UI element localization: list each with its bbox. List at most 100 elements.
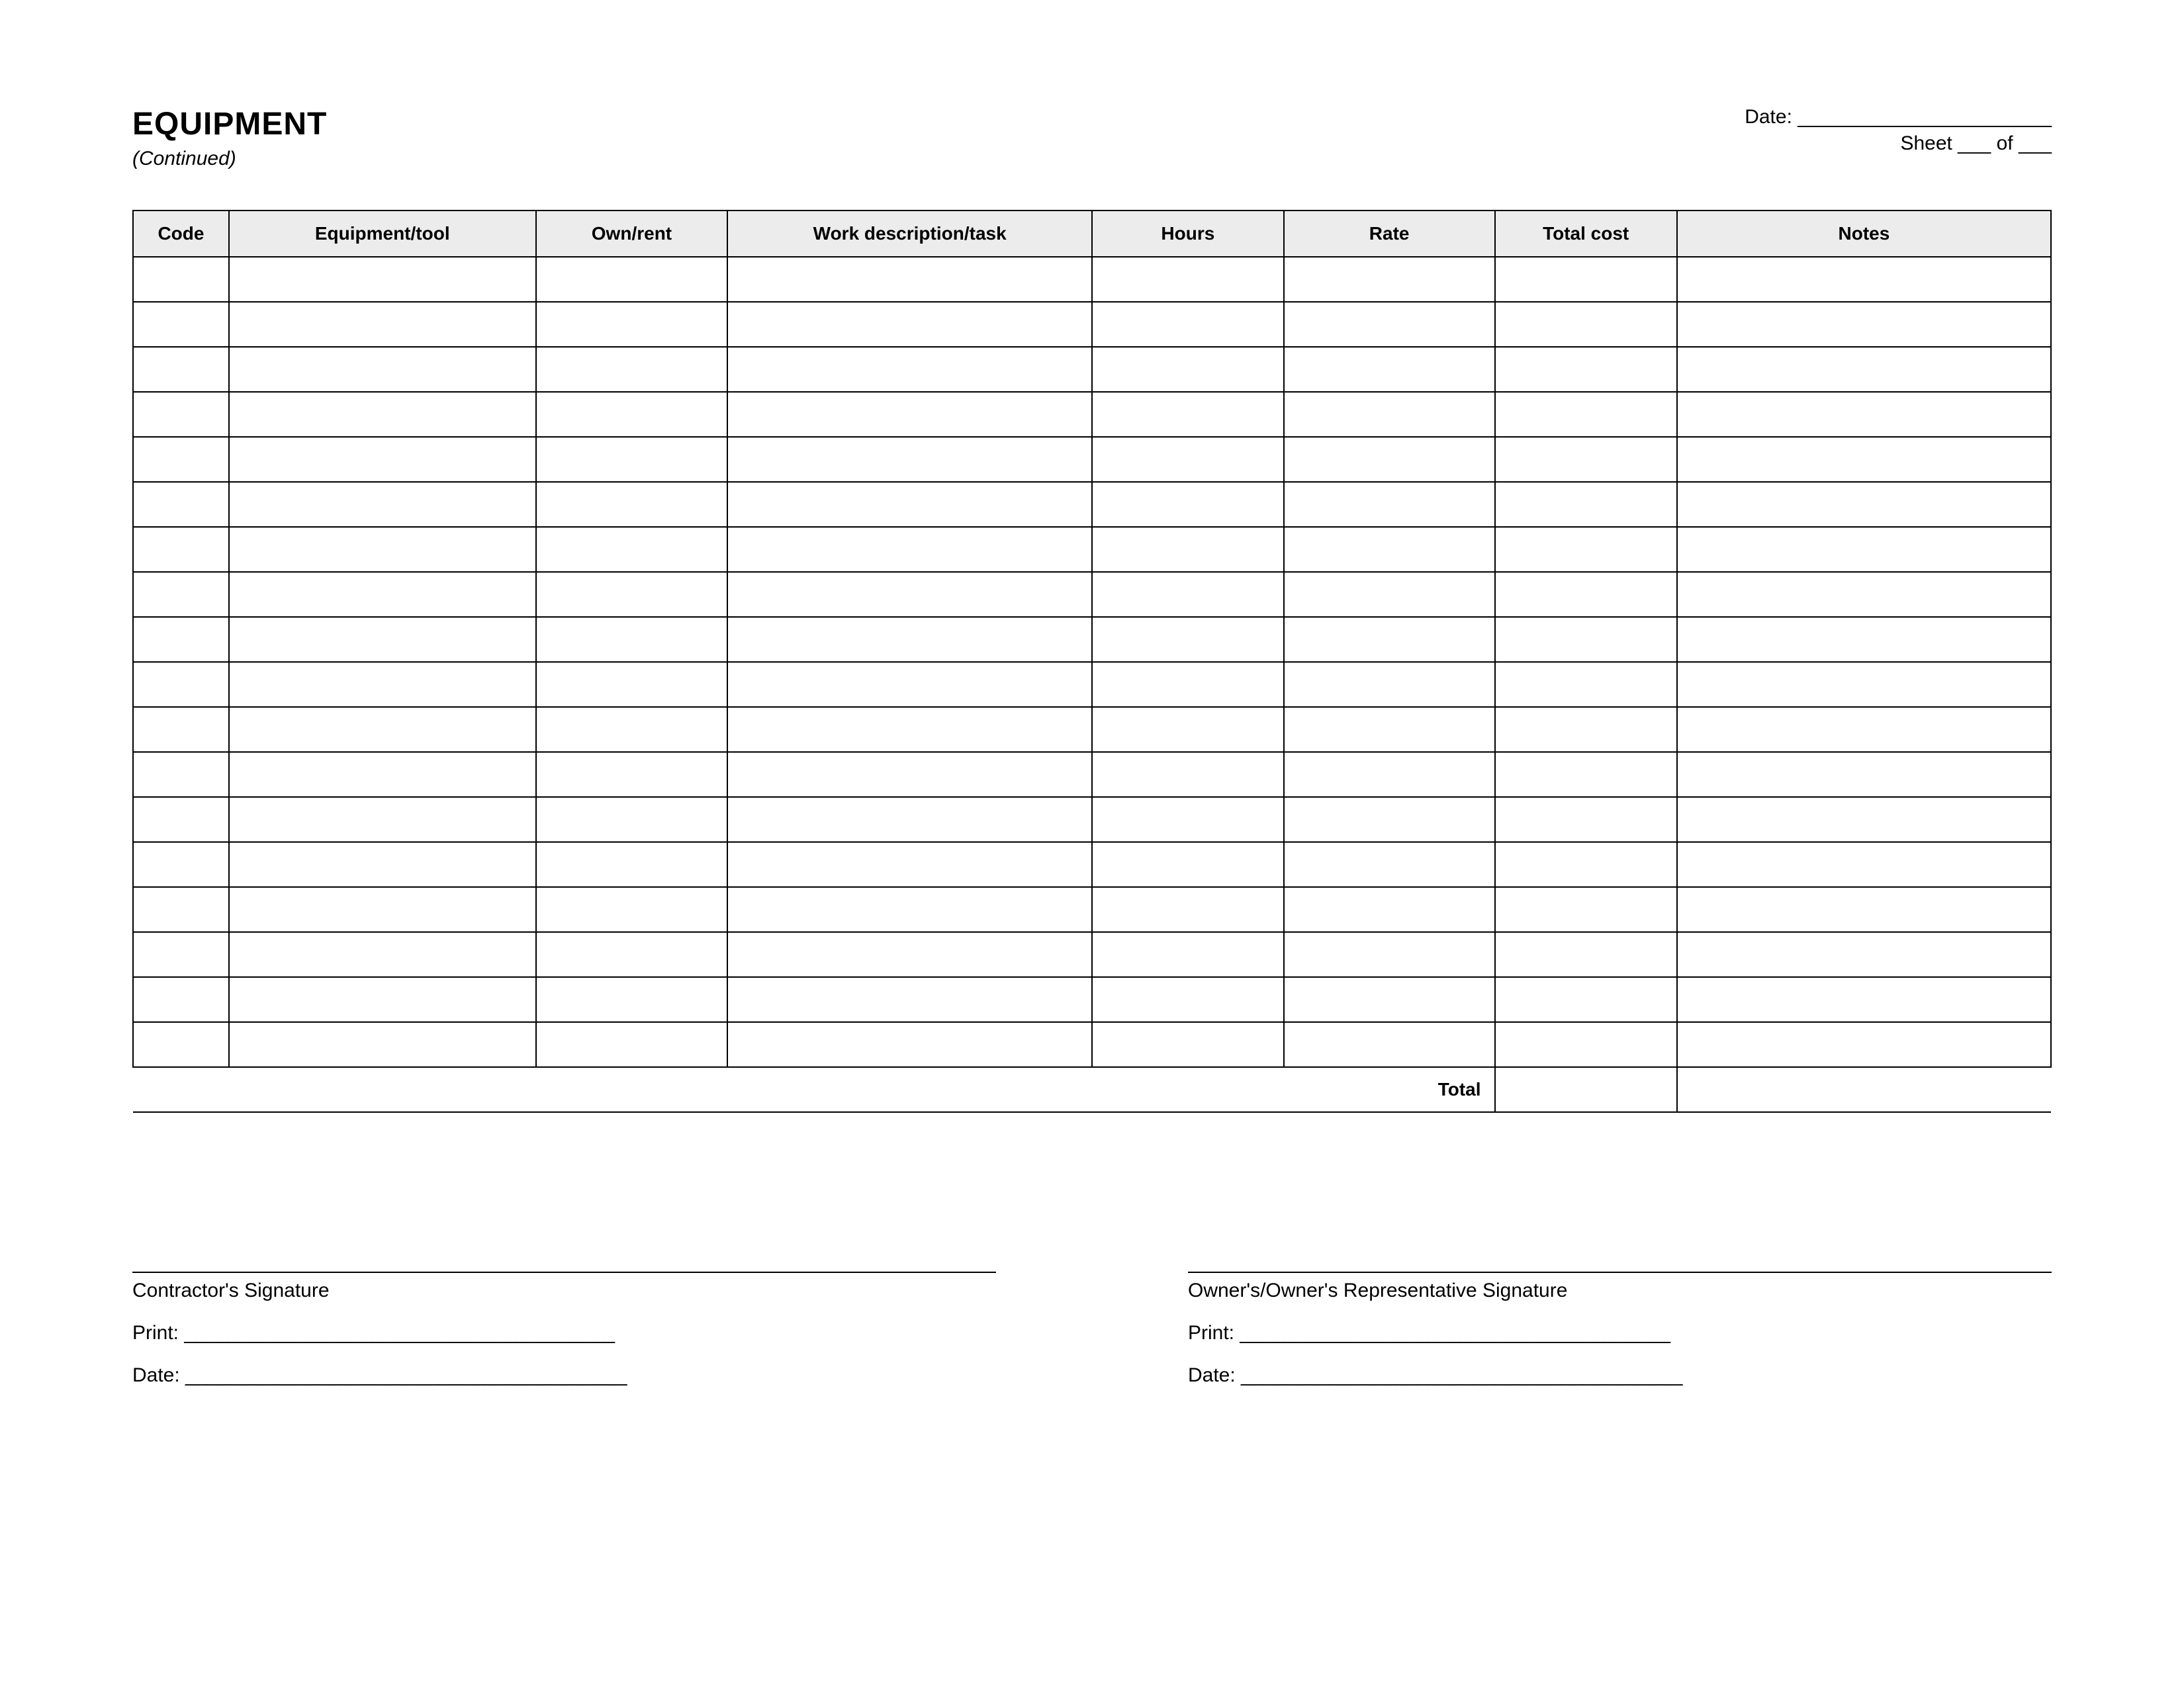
cell-code[interactable] bbox=[133, 752, 229, 797]
cell-total[interactable] bbox=[1495, 797, 1677, 842]
cell-own[interactable] bbox=[536, 887, 728, 932]
owner-print-blank[interactable]: _______________________________________ bbox=[1240, 1322, 1670, 1344]
cell-code[interactable] bbox=[133, 482, 229, 527]
cell-desc[interactable] bbox=[727, 302, 1092, 347]
cell-equip[interactable] bbox=[229, 482, 536, 527]
cell-total[interactable] bbox=[1495, 347, 1677, 392]
cell-hours[interactable] bbox=[1092, 392, 1284, 437]
cell-total[interactable] bbox=[1495, 392, 1677, 437]
cell-hours[interactable] bbox=[1092, 1022, 1284, 1067]
cell-equip[interactable] bbox=[229, 752, 536, 797]
cell-equip[interactable] bbox=[229, 392, 536, 437]
cell-equip[interactable] bbox=[229, 572, 536, 617]
cell-rate[interactable] bbox=[1284, 437, 1495, 482]
cell-total[interactable] bbox=[1495, 617, 1677, 662]
cell-rate[interactable] bbox=[1284, 527, 1495, 572]
cell-rate[interactable] bbox=[1284, 707, 1495, 752]
cell-own[interactable] bbox=[536, 617, 728, 662]
cell-code[interactable] bbox=[133, 932, 229, 977]
cell-total[interactable] bbox=[1495, 437, 1677, 482]
cell-hours[interactable] bbox=[1092, 662, 1284, 707]
cell-equip[interactable] bbox=[229, 797, 536, 842]
cell-notes[interactable] bbox=[1677, 617, 2051, 662]
cell-notes[interactable] bbox=[1677, 842, 2051, 887]
cell-total[interactable] bbox=[1495, 932, 1677, 977]
cell-desc[interactable] bbox=[727, 347, 1092, 392]
cell-equip[interactable] bbox=[229, 617, 536, 662]
contractor-print-blank[interactable]: _______________________________________ bbox=[184, 1322, 615, 1344]
cell-desc[interactable] bbox=[727, 887, 1092, 932]
cell-total[interactable] bbox=[1495, 887, 1677, 932]
cell-equip[interactable] bbox=[229, 302, 536, 347]
cell-hours[interactable] bbox=[1092, 977, 1284, 1022]
cell-own[interactable] bbox=[536, 977, 728, 1022]
cell-desc[interactable] bbox=[727, 707, 1092, 752]
cell-equip[interactable] bbox=[229, 977, 536, 1022]
cell-notes[interactable] bbox=[1677, 752, 2051, 797]
cell-rate[interactable] bbox=[1284, 482, 1495, 527]
cell-equip[interactable] bbox=[229, 437, 536, 482]
cell-code[interactable] bbox=[133, 707, 229, 752]
cell-total[interactable] bbox=[1495, 977, 1677, 1022]
cell-own[interactable] bbox=[536, 842, 728, 887]
cell-desc[interactable] bbox=[727, 977, 1092, 1022]
cell-total[interactable] bbox=[1495, 842, 1677, 887]
contractor-signature-line[interactable]: Contractor's Signature bbox=[132, 1272, 996, 1302]
owner-signature-line[interactable]: Owner's/Owner's Representative Signature bbox=[1188, 1272, 2052, 1302]
cell-own[interactable] bbox=[536, 752, 728, 797]
cell-own[interactable] bbox=[536, 1022, 728, 1067]
cell-rate[interactable] bbox=[1284, 302, 1495, 347]
cell-desc[interactable] bbox=[727, 932, 1092, 977]
cell-hours[interactable] bbox=[1092, 932, 1284, 977]
cell-desc[interactable] bbox=[727, 617, 1092, 662]
total-value[interactable] bbox=[1495, 1067, 1677, 1112]
cell-notes[interactable] bbox=[1677, 527, 2051, 572]
cell-total[interactable] bbox=[1495, 752, 1677, 797]
cell-total[interactable] bbox=[1495, 1022, 1677, 1067]
cell-hours[interactable] bbox=[1092, 257, 1284, 302]
cell-equip[interactable] bbox=[229, 842, 536, 887]
total-sheets-blank[interactable]: ___ bbox=[2019, 132, 2052, 154]
cell-desc[interactable] bbox=[727, 257, 1092, 302]
cell-notes[interactable] bbox=[1677, 797, 2051, 842]
cell-notes[interactable] bbox=[1677, 257, 2051, 302]
cell-desc[interactable] bbox=[727, 437, 1092, 482]
cell-own[interactable] bbox=[536, 482, 728, 527]
cell-hours[interactable] bbox=[1092, 842, 1284, 887]
cell-rate[interactable] bbox=[1284, 977, 1495, 1022]
cell-total[interactable] bbox=[1495, 572, 1677, 617]
cell-desc[interactable] bbox=[727, 842, 1092, 887]
cell-code[interactable] bbox=[133, 1022, 229, 1067]
cell-desc[interactable] bbox=[727, 797, 1092, 842]
cell-notes[interactable] bbox=[1677, 482, 2051, 527]
cell-notes[interactable] bbox=[1677, 1022, 2051, 1067]
cell-equip[interactable] bbox=[229, 887, 536, 932]
cell-equip[interactable] bbox=[229, 527, 536, 572]
date-blank[interactable]: _______________________ bbox=[1797, 106, 2052, 128]
contractor-date-blank[interactable]: ________________________________________ bbox=[185, 1364, 627, 1386]
cell-code[interactable] bbox=[133, 572, 229, 617]
cell-total[interactable] bbox=[1495, 302, 1677, 347]
owner-date-blank[interactable]: ________________________________________ bbox=[1241, 1364, 1682, 1386]
cell-total[interactable] bbox=[1495, 707, 1677, 752]
sheet-blank[interactable]: ___ bbox=[1958, 132, 1991, 154]
cell-hours[interactable] bbox=[1092, 572, 1284, 617]
cell-notes[interactable] bbox=[1677, 662, 2051, 707]
cell-notes[interactable] bbox=[1677, 302, 2051, 347]
cell-equip[interactable] bbox=[229, 1022, 536, 1067]
cell-own[interactable] bbox=[536, 797, 728, 842]
cell-rate[interactable] bbox=[1284, 752, 1495, 797]
cell-rate[interactable] bbox=[1284, 1022, 1495, 1067]
cell-own[interactable] bbox=[536, 392, 728, 437]
cell-notes[interactable] bbox=[1677, 932, 2051, 977]
cell-equip[interactable] bbox=[229, 932, 536, 977]
cell-rate[interactable] bbox=[1284, 572, 1495, 617]
cell-rate[interactable] bbox=[1284, 797, 1495, 842]
cell-desc[interactable] bbox=[727, 572, 1092, 617]
cell-code[interactable] bbox=[133, 842, 229, 887]
cell-hours[interactable] bbox=[1092, 527, 1284, 572]
cell-code[interactable] bbox=[133, 977, 229, 1022]
cell-hours[interactable] bbox=[1092, 617, 1284, 662]
cell-desc[interactable] bbox=[727, 752, 1092, 797]
cell-hours[interactable] bbox=[1092, 347, 1284, 392]
